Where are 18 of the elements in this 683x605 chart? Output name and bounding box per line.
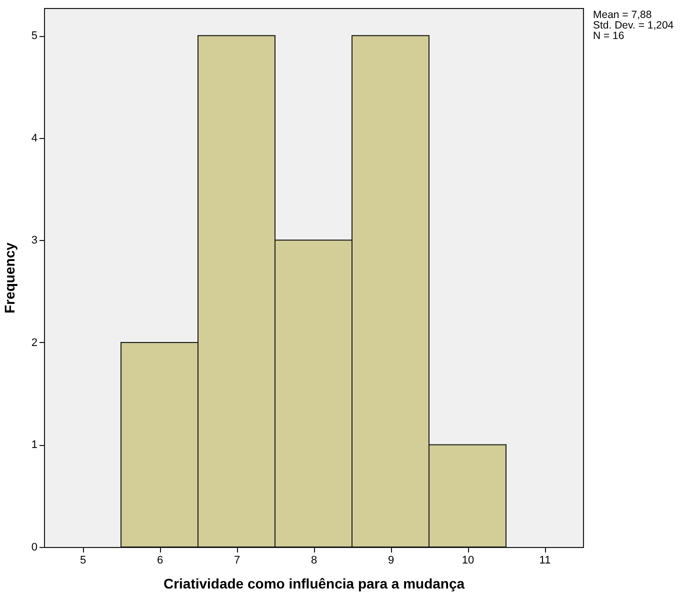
text: Std. Dev. = 1,204 — [593, 20, 674, 32]
text: N = 16 — [593, 30, 624, 42]
x-tick-label: 11 — [539, 554, 551, 566]
x-tick-label: 10 — [462, 554, 474, 566]
y-tick-label: 4 — [31, 132, 38, 144]
x-tick-label: 5 — [80, 554, 86, 566]
y-axis-title: Frequency — [1, 242, 18, 314]
x-tick-label: 9 — [388, 554, 394, 566]
y-tick-label: 5 — [31, 30, 38, 42]
x-tick-label: 6 — [156, 554, 164, 566]
x-axis-title: Criatividade como influência para a mudança — [163, 576, 465, 592]
x-tick-label: 8 — [310, 554, 318, 566]
y-tick-label: 3 — [31, 234, 38, 247]
x-tick-label: 7 — [234, 554, 240, 566]
y-tick-label: 0 — [31, 542, 38, 554]
text: Mean = 7,88 — [593, 9, 652, 21]
y-tick-label: 1 — [31, 439, 38, 452]
y-tick-label: 2 — [31, 336, 38, 349]
